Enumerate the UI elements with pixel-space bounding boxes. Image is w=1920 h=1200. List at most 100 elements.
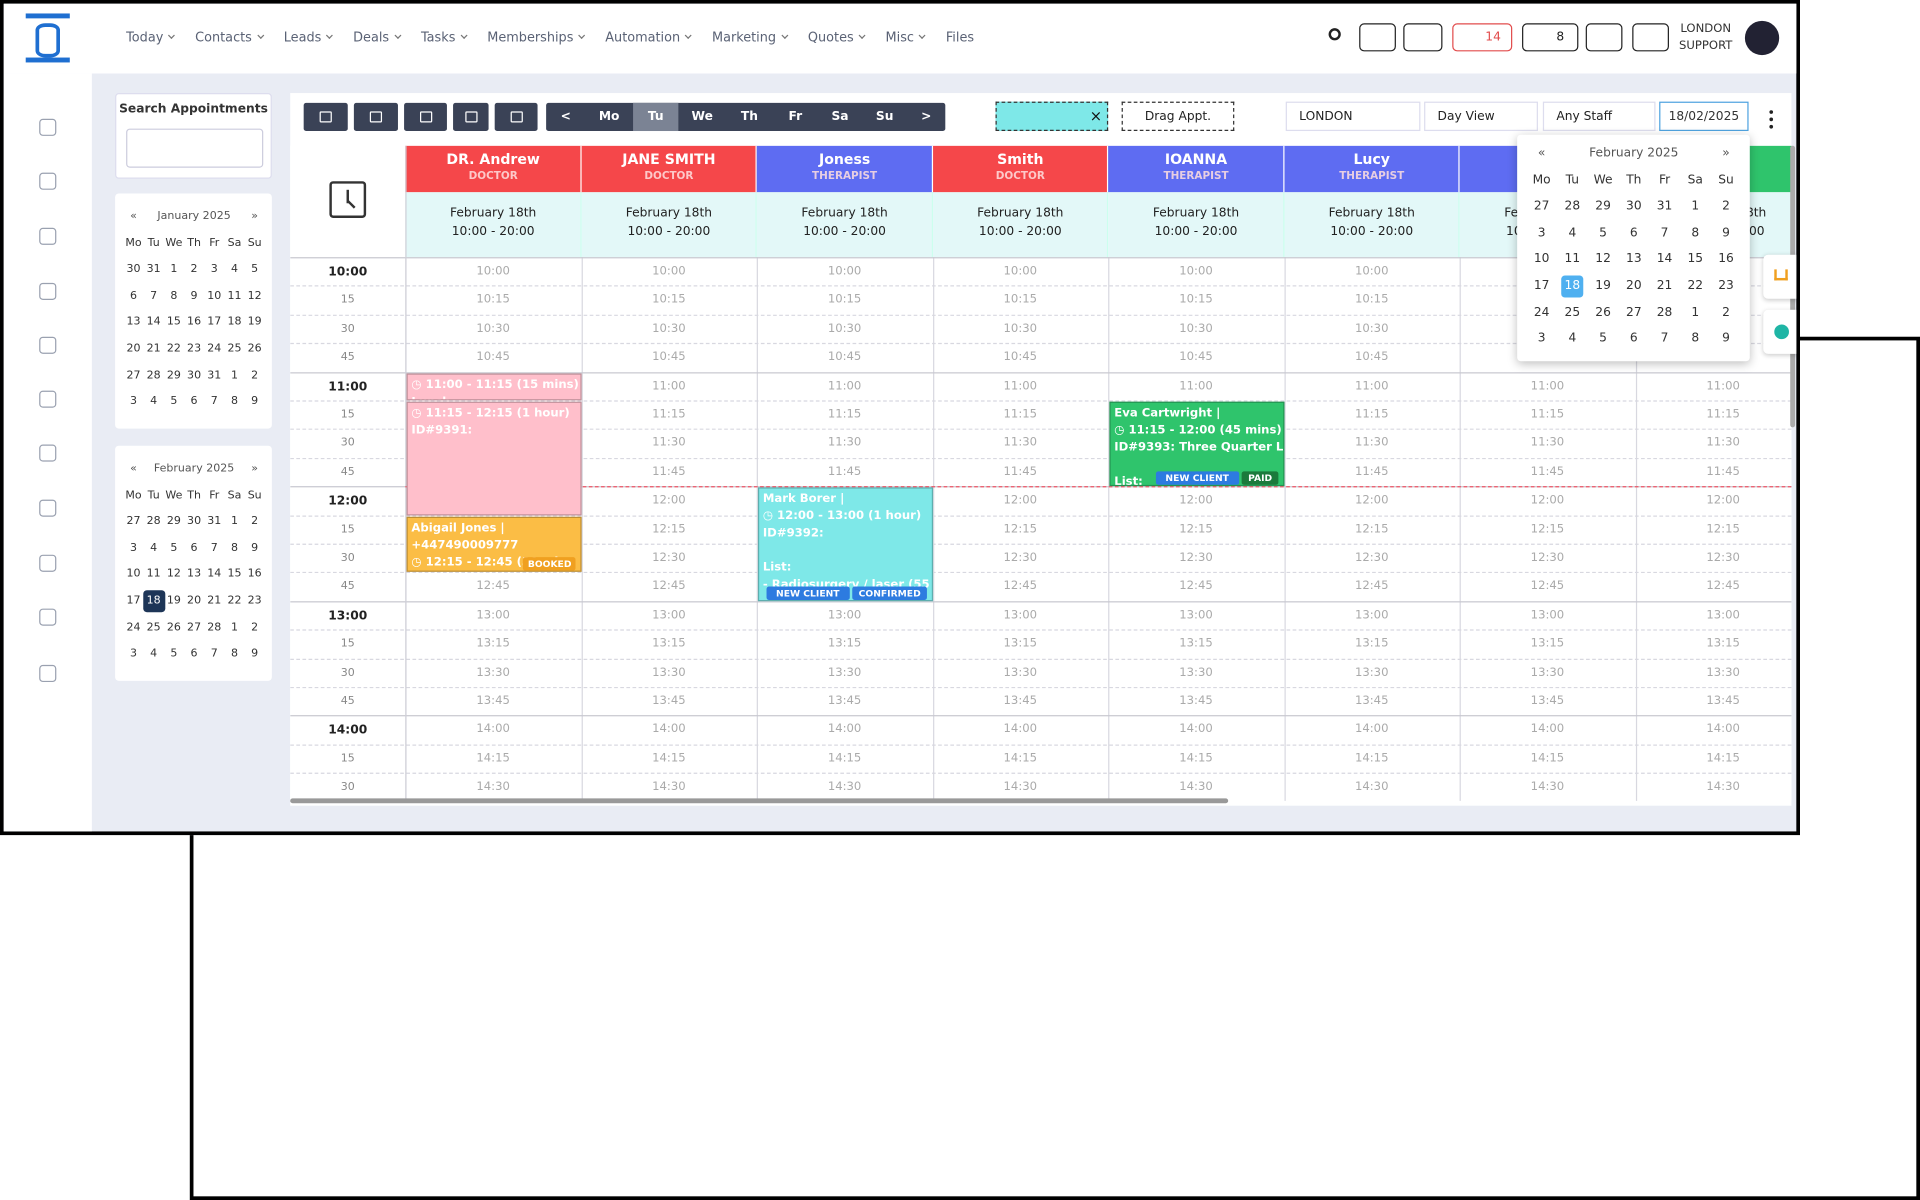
slot-time[interactable]: 10:45 [476, 350, 510, 364]
slot-time[interactable]: 13:15 [1530, 636, 1565, 651]
cal-day[interactable]: 26 [1595, 305, 1611, 320]
slot-time[interactable]: 12:00 [1003, 493, 1038, 508]
slot-time[interactable]: 14:30 [827, 780, 862, 794]
slot-time[interactable]: 12:00 [1354, 493, 1389, 508]
cal-day[interactable]: 18 [227, 316, 242, 329]
slot-time[interactable]: 10:30 [1003, 321, 1038, 336]
cal-day[interactable]: 17 [126, 595, 141, 608]
cal-day[interactable]: 29 [1595, 199, 1611, 214]
menu-item[interactable]: Misc [886, 28, 927, 48]
slot-time[interactable]: 13:00 [1530, 608, 1565, 622]
slot-time[interactable]: 13:15 [652, 636, 686, 651]
cal-day[interactable]: 6 [1629, 332, 1638, 346]
cal-day[interactable]: 7 [1660, 226, 1669, 240]
slot-time[interactable]: 14:30 [1003, 780, 1038, 794]
cal-day[interactable]: 31 [146, 263, 161, 276]
cal-day[interactable]: 2 [251, 369, 259, 382]
cal-next[interactable]: » [1722, 146, 1730, 161]
cal-day[interactable]: 5 [1599, 332, 1607, 346]
cal-day[interactable]: 4 [150, 647, 158, 661]
slot-time[interactable]: 13:30 [1354, 665, 1389, 680]
slot-time[interactable]: 14:00 [652, 722, 686, 737]
slot-time[interactable]: 14:30 [1530, 780, 1565, 794]
nav-icon[interactable] [39, 390, 57, 408]
slot-time[interactable]: 12:15 [1706, 522, 1740, 536]
slot-time[interactable]: 10:00 [1003, 264, 1038, 278]
cal-day[interactable]: 3 [129, 395, 137, 408]
cal-day[interactable]: 5 [1599, 226, 1607, 240]
cal-day[interactable]: 17 [207, 316, 222, 329]
menu-item[interactable]: Deals [353, 28, 402, 48]
slot-time[interactable]: 14:15 [1003, 751, 1038, 766]
cal-day[interactable]: 22 [227, 595, 242, 608]
slot-time[interactable]: 14:15 [1530, 751, 1565, 766]
slot-time[interactable]: 12:45 [1354, 579, 1389, 594]
slot-time[interactable]: 10:15 [1179, 293, 1213, 307]
drag-button[interactable]: Drag Appt. [1121, 101, 1235, 132]
cal-day[interactable]: 7 [210, 647, 218, 661]
cal-day[interactable]: 5 [170, 647, 178, 661]
slot-time[interactable]: 14:15 [1179, 751, 1213, 766]
cal-day[interactable]: 14 [146, 316, 161, 329]
cal-day[interactable]: 19 [166, 595, 181, 608]
cal-prev[interactable]: « [1537, 146, 1546, 161]
cal-day[interactable]: 27 [1533, 199, 1550, 214]
slot-time[interactable]: 10:45 [827, 350, 862, 364]
cal-day[interactable]: 23 [187, 342, 202, 356]
cal-day[interactable]: 25 [1564, 305, 1581, 320]
slot-time[interactable]: 14:00 [476, 722, 510, 737]
slot-time[interactable]: 11:45 [1003, 465, 1038, 479]
cal-day[interactable]: 18 [142, 590, 165, 613]
slot-time[interactable]: 13:45 [652, 694, 686, 708]
slot-time[interactable]: 11:15 [1003, 407, 1038, 422]
nav-icon[interactable] [39, 499, 57, 517]
tool-button[interactable] [453, 102, 489, 132]
cal-day[interactable]: 4 [1568, 332, 1577, 346]
cal-day[interactable]: 6 [190, 647, 198, 661]
cal-day[interactable]: 1 [170, 263, 178, 276]
slot-time[interactable]: 11:45 [1706, 465, 1740, 479]
slot-time[interactable]: 11:30 [1003, 436, 1038, 450]
slot-time[interactable]: 13:15 [827, 636, 862, 651]
slot-time[interactable]: 13:00 [1179, 608, 1213, 622]
menu-item[interactable]: Automation [605, 28, 693, 48]
day-tab[interactable]: Sa [831, 110, 849, 124]
cal-day[interactable]: 24 [126, 621, 141, 634]
cal-day[interactable]: 26 [166, 621, 181, 634]
slot-time[interactable]: 13:45 [827, 694, 862, 708]
tool-button[interactable] [494, 102, 538, 132]
cal-day[interactable]: 16 [1718, 252, 1734, 267]
slot-time[interactable]: 14:15 [827, 751, 862, 766]
drag-close[interactable]: × [1089, 107, 1103, 125]
cal-day[interactable]: 3 [1537, 226, 1546, 240]
slot-time[interactable]: 10:00 [476, 264, 510, 278]
slot-time[interactable]: 14:00 [827, 722, 862, 737]
nav-icon[interactable] [39, 444, 57, 462]
search-icon[interactable] [1328, 28, 1341, 41]
cal-day[interactable]: 11 [146, 568, 161, 581]
cal-day[interactable]: 7 [1660, 332, 1669, 346]
slot-time[interactable]: 10:15 [1003, 293, 1038, 307]
cal-day[interactable]: 1 [230, 369, 238, 382]
cal-day[interactable]: 28 [146, 369, 161, 382]
slot-time[interactable]: 10:15 [476, 293, 510, 307]
cal-day[interactable]: 30 [1626, 199, 1642, 214]
cal-day[interactable]: 28 [146, 515, 161, 528]
slot-time[interactable]: 12:45 [652, 579, 686, 594]
slot-time[interactable]: 11:00 [1003, 379, 1038, 393]
slot-time[interactable]: 13:00 [476, 608, 510, 622]
cal-day[interactable]: 2 [1722, 199, 1730, 214]
slot-time[interactable]: 13:30 [1003, 665, 1038, 680]
cal-day[interactable]: 5 [170, 395, 178, 408]
cal-day[interactable]: 14 [1656, 252, 1673, 267]
cal-prev[interactable]: « [130, 210, 137, 223]
select-staff[interactable]: Any Staff [1542, 101, 1656, 132]
slot-time[interactable]: 13:30 [652, 665, 686, 680]
kebab-dot[interactable] [1769, 124, 1774, 129]
cal-day[interactable]: 7 [210, 395, 218, 408]
cal-day[interactable]: 6 [190, 395, 198, 408]
date-input[interactable]: 18/02/2025 [1659, 101, 1749, 132]
cal-day[interactable]: 7 [210, 542, 218, 555]
cal-day[interactable]: 20 [187, 595, 202, 608]
slot-time[interactable]: 13:00 [1706, 608, 1740, 622]
